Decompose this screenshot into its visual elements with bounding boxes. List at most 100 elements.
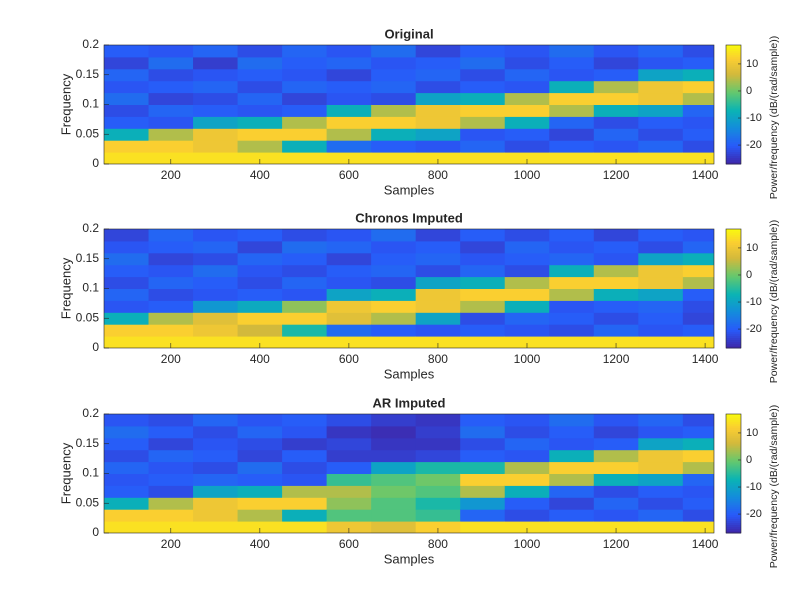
cell [682,509,714,522]
cell [682,92,714,105]
cell [460,497,506,510]
x-tick-label: 800 [428,352,448,366]
cell [504,521,550,533]
cell [104,264,150,278]
cell [638,425,684,439]
colorbar-segment [726,298,741,301]
cell [415,497,461,510]
cell [237,449,283,463]
cell [282,300,328,313]
x-tick-label: 400 [250,168,270,182]
colorbar-segment [726,515,741,518]
cell [326,509,372,522]
colorbar-segment [726,234,741,238]
colorbar-segment [726,142,741,145]
cell [682,240,714,254]
cell [326,92,372,105]
cell [148,128,194,141]
cell [148,461,194,474]
cell [638,104,684,117]
cell [104,152,150,164]
cell [415,229,461,242]
colorbar-segment [726,100,741,104]
cell [460,461,506,474]
colorbar-segment [726,525,741,528]
cell [593,312,639,325]
colorbar-segment [726,427,741,431]
colorbar-segment [726,328,741,331]
cell [148,140,194,153]
cell [237,509,283,522]
cell [593,336,639,348]
cell [104,252,150,266]
colorbar-segment [726,70,741,74]
colorbar-segment [726,136,741,139]
cell [549,509,595,522]
cell [148,425,194,439]
colorbar-segment [726,76,741,80]
colorbar-box [725,413,742,534]
cell [460,116,506,129]
cell [148,252,194,266]
y-axis-label: Frequency [58,257,73,319]
cell [326,414,372,427]
colorbar-tick-label: -20 [746,139,762,151]
colorbar-segment [726,92,741,96]
cell [193,140,239,153]
colorbar-segment [726,104,741,107]
colorbar-segment [726,280,741,284]
cell [193,461,239,474]
cell [326,449,372,463]
cell [504,473,550,486]
colorbar-box [725,228,742,349]
colorbar-segment [726,481,741,484]
cell [282,414,328,427]
colorbar-segment [726,232,741,236]
cell [460,300,506,313]
cell [237,140,283,153]
cell [148,414,194,427]
cell [371,240,417,254]
cell [104,92,150,105]
cell [237,521,283,533]
cell [415,324,461,337]
cell [371,152,417,164]
cell [549,312,595,325]
cell [193,288,239,301]
cell [593,68,639,82]
colorbar-segment [726,451,741,455]
cell [282,240,328,254]
colorbar-tick-label: 0 [746,454,752,466]
cell [326,152,372,164]
cell [593,324,639,337]
cell [415,437,461,451]
colorbar-segment [726,62,741,66]
cell [282,92,328,105]
colorbar-segment [726,475,741,478]
cell [282,252,328,266]
cell [460,437,506,451]
colorbar-segment [726,443,741,447]
colorbar-segment [726,322,741,325]
cell [237,68,283,82]
cell [282,509,328,522]
cell [593,152,639,164]
cell [638,485,684,498]
cell [193,152,239,164]
cell [371,229,417,242]
cell [148,449,194,463]
colorbar-segment [726,132,741,135]
cell [460,276,506,289]
x-tick-label: 200 [161,352,181,366]
cell [460,264,506,278]
cell [371,252,417,266]
colorbar-segment [726,230,741,234]
cell [504,229,550,242]
colorbar-segment [726,300,741,303]
cell [326,128,372,141]
colorbar-segment [726,471,741,474]
cell [237,312,283,325]
cell [282,276,328,289]
y-axis-label: Frequency [58,73,73,135]
colorbar-segment [726,246,741,250]
